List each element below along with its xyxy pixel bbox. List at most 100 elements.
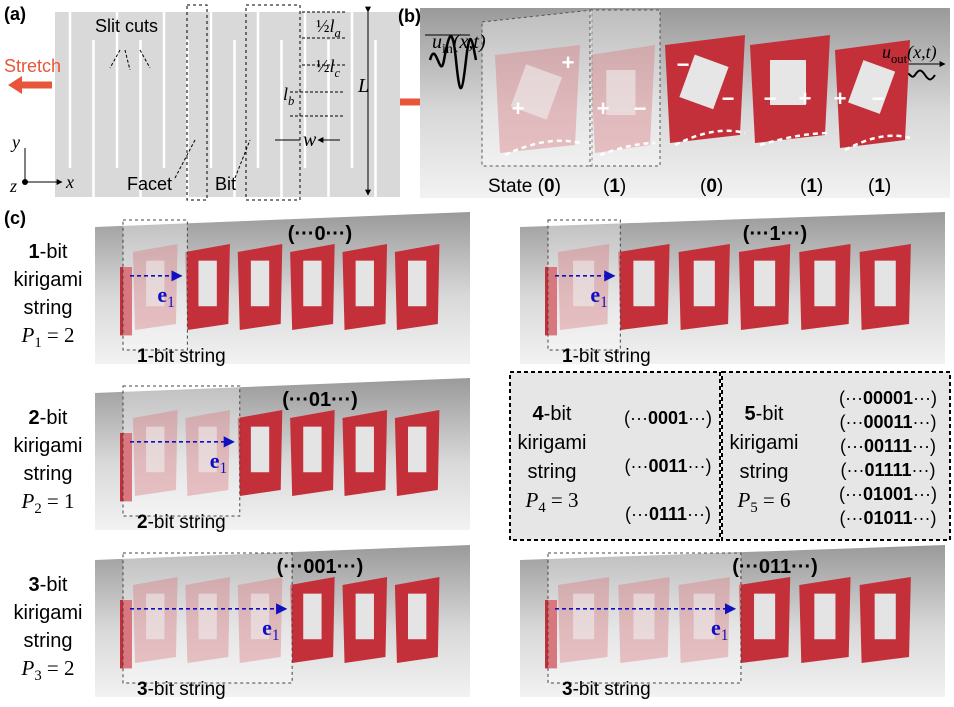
cell-window bbox=[875, 594, 896, 640]
block-title: 2-bit bbox=[29, 407, 68, 429]
state-label-part: ) bbox=[817, 176, 823, 197]
bit-label: Bit bbox=[215, 174, 236, 194]
cell-window bbox=[356, 427, 374, 473]
cell-window bbox=[814, 594, 835, 640]
panel-label: (b) bbox=[398, 6, 421, 26]
block-line-part: string bbox=[24, 463, 73, 485]
dim-L: L bbox=[357, 75, 369, 97]
block-title-part: -bit bbox=[40, 407, 68, 429]
dim-la-part: a bbox=[335, 26, 341, 40]
code-label: (···011···) bbox=[732, 556, 818, 578]
state-label-part: 0 bbox=[706, 176, 717, 197]
block-title: 3-bit bbox=[29, 574, 68, 596]
code-label: (···01···) bbox=[282, 389, 358, 411]
code-label-part: 0001 bbox=[648, 408, 688, 428]
sign: − bbox=[872, 86, 885, 111]
dim-la-part: ½ bbox=[316, 16, 330, 36]
u-out-part: (x,t) bbox=[907, 42, 936, 63]
state-label-part: 1 bbox=[609, 176, 620, 197]
code-label-part: ···) bbox=[326, 223, 353, 245]
panel-label: (a) bbox=[4, 4, 26, 24]
period-part: P bbox=[20, 323, 34, 347]
sign: − bbox=[722, 86, 735, 111]
code-label-part: (··· bbox=[624, 456, 648, 476]
sign: − bbox=[764, 86, 777, 111]
vector-label-part: 1 bbox=[167, 294, 175, 311]
stretch-arrowhead-left bbox=[8, 76, 22, 94]
code-label-part: (··· bbox=[624, 408, 648, 428]
state-label: (0) bbox=[700, 176, 723, 197]
code-label: (···01011···) bbox=[839, 508, 936, 528]
block-line: string bbox=[740, 461, 789, 483]
slit-cuts-label: Slit cuts bbox=[95, 16, 158, 36]
block-title-part: 3 bbox=[29, 574, 40, 596]
code-label-part: ···) bbox=[337, 556, 364, 578]
axis-x-part: x bbox=[65, 172, 74, 192]
panel-label: (c) bbox=[4, 208, 26, 228]
code-label-part: (··· bbox=[839, 388, 863, 408]
block-line-part: kirigami bbox=[518, 432, 587, 454]
axis-y-part: y bbox=[10, 132, 20, 152]
axis-origin bbox=[22, 179, 28, 185]
block-line: kirigami bbox=[14, 269, 83, 291]
caption: 1-bit string bbox=[562, 346, 651, 367]
caption-part: 3 bbox=[562, 679, 573, 700]
axis-x: x bbox=[65, 172, 74, 192]
code-label-part: ···) bbox=[913, 388, 937, 408]
block-line: string bbox=[24, 297, 73, 319]
code-label-part: ···) bbox=[913, 484, 937, 504]
code-label-part: ···) bbox=[781, 223, 808, 245]
block-title-part: -bit bbox=[40, 241, 68, 263]
code-label: (···001···) bbox=[277, 556, 364, 578]
caption-part: 3 bbox=[137, 679, 148, 700]
cell-window bbox=[303, 594, 321, 640]
cell-window bbox=[356, 594, 374, 640]
block-title: 1-bit bbox=[29, 241, 68, 263]
block-title-part: 2 bbox=[29, 407, 40, 429]
period: P1 = 2 bbox=[20, 323, 74, 351]
block-title-part: 5 bbox=[745, 403, 756, 425]
cell-window bbox=[356, 261, 374, 307]
code-label-part: (··· bbox=[288, 223, 315, 245]
code-label: (···0···) bbox=[288, 223, 352, 245]
u-out-part: u bbox=[882, 42, 891, 62]
cell-window bbox=[303, 261, 321, 307]
vector-label-part: e bbox=[157, 282, 167, 307]
code-label-part: ···) bbox=[912, 436, 936, 456]
sign: + bbox=[562, 50, 575, 75]
code-label-part: ···) bbox=[688, 408, 712, 428]
cell-window bbox=[408, 594, 426, 640]
code-label: (···0111···) bbox=[625, 504, 711, 524]
block-line: string bbox=[528, 461, 577, 483]
cell-window bbox=[754, 261, 775, 307]
block-line: kirigami bbox=[518, 432, 587, 454]
code-label-part: 00111 bbox=[864, 436, 912, 456]
block-title-part: -bit bbox=[40, 574, 68, 596]
caption-part: 1 bbox=[137, 346, 148, 367]
stretch-label-part: Stretch bbox=[4, 56, 61, 76]
block-line: string bbox=[24, 630, 73, 652]
code-label-part: 00011 bbox=[863, 412, 912, 432]
caption-part: 1 bbox=[562, 346, 573, 367]
period: P2 = 1 bbox=[20, 489, 74, 517]
vector-label-part: 1 bbox=[220, 460, 228, 477]
code-label-part: ···) bbox=[331, 389, 358, 411]
code-label-part: (··· bbox=[732, 556, 759, 578]
sign-part: + bbox=[562, 50, 575, 75]
vector-label-part: 1 bbox=[721, 627, 729, 644]
caption-part: -bit string bbox=[148, 679, 226, 700]
code-label-part: 0 bbox=[314, 223, 325, 245]
panel-label-part: (c) bbox=[4, 208, 26, 228]
period-part: 3 bbox=[34, 668, 41, 684]
code-label: (···00011···) bbox=[839, 412, 936, 432]
block-line-part: kirigami bbox=[14, 602, 83, 624]
caption: 2-bit string bbox=[137, 512, 226, 533]
u-in-part: (x,t) bbox=[453, 31, 486, 53]
u-in-part: u bbox=[432, 31, 442, 53]
axis-z: z bbox=[9, 176, 17, 196]
bit-string-box bbox=[123, 386, 240, 516]
sign-part: + bbox=[799, 86, 812, 111]
sign: − bbox=[634, 96, 647, 121]
block-line-part: string bbox=[740, 461, 789, 483]
cell-window bbox=[303, 427, 321, 473]
